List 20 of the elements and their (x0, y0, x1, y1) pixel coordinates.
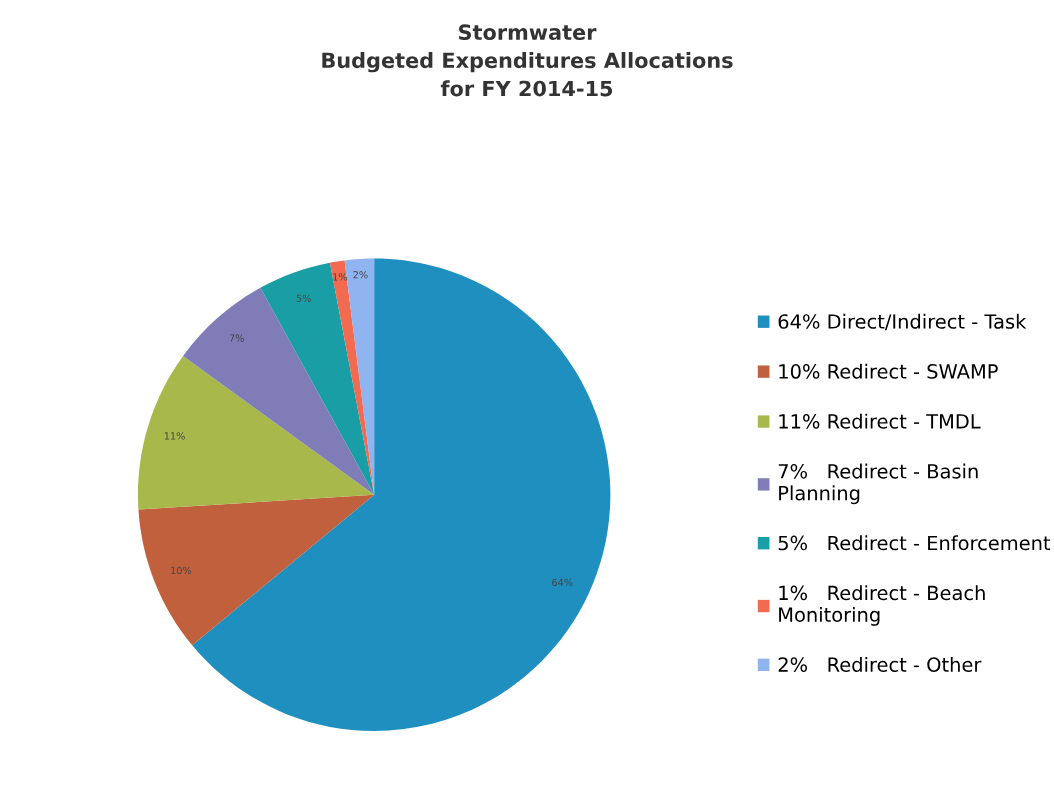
data-label: 11% (164, 432, 185, 440)
legend-label: 11% Redirect - TMDL (779, 413, 981, 429)
data-label: 5% (296, 294, 311, 303)
legend-label: 2% Redirect - Other (778, 656, 982, 672)
pie-slice (192, 258, 611, 731)
chart-title: Stormwater Budgeted Expenditures Allocations for FY 2014-15 (322, 24, 733, 97)
legend-label: 1% Redirect - Beach Monitoring (779, 585, 985, 626)
data-label: 2% (353, 270, 368, 279)
data-label: 7% (229, 334, 244, 342)
pie-slice (137, 355, 375, 510)
legend-label: 7% Redirect - Basin Planning (778, 463, 978, 505)
data-label: 64% (552, 578, 573, 587)
pie-slice (260, 262, 375, 495)
legend-label: 10% Redirect - SWAMP (779, 363, 998, 379)
data-label: 10% (171, 566, 192, 575)
legend-label: 64% Direct/Indirect - Task (778, 313, 1027, 331)
pie-slice (183, 287, 375, 495)
pie-slice (138, 494, 375, 646)
data-label: 1% (333, 273, 347, 281)
legend-label: 5% Redirect - Enforcement (778, 535, 1051, 551)
